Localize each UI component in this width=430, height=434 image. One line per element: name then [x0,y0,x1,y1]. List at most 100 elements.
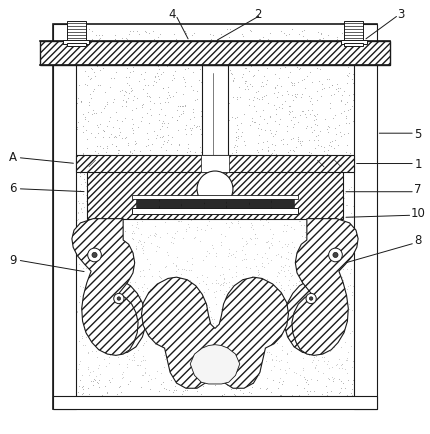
Point [310,388,317,395]
Point [352,359,359,366]
Polygon shape [87,279,146,354]
Point [192,322,199,329]
Point [250,202,257,209]
Point [281,287,288,294]
Point [87,76,94,82]
Bar [52,25,378,409]
Point [71,112,77,118]
Point [238,60,245,67]
Point [340,173,347,180]
Point [341,225,347,232]
Point [287,325,294,332]
Point [328,92,335,99]
Point [281,202,288,209]
Point [330,375,337,381]
Point [304,123,310,130]
Point [59,293,66,300]
Point [129,215,136,222]
Point [234,136,241,143]
Point [221,325,227,332]
Point [128,85,135,92]
Point [224,399,230,406]
Point [221,156,228,163]
Point [80,265,87,272]
Point [113,109,120,116]
Point [225,158,232,165]
Point [336,365,343,372]
Point [238,299,245,306]
Point [240,71,246,78]
Text: 9: 9 [9,253,17,266]
Point [83,253,90,260]
Point [83,198,90,205]
Point [144,142,151,149]
Point [321,247,328,254]
Point [126,148,133,155]
Point [94,354,101,361]
Point [336,398,343,404]
Point [145,298,152,305]
Point [291,62,298,69]
Point [61,73,68,80]
Point [367,49,374,56]
Point [237,329,243,336]
Point [207,215,214,222]
Point [292,115,298,122]
Point [329,115,336,122]
Point [95,286,101,293]
Point [334,401,341,408]
Point [264,148,271,155]
Point [86,99,93,106]
Point [225,284,232,291]
Point [188,302,195,309]
Point [361,398,368,404]
Point [303,294,310,301]
Point [178,391,185,398]
Point [181,266,187,273]
Point [353,176,359,183]
Point [338,398,344,405]
Point [187,116,194,123]
Point [289,195,296,202]
Point [309,359,316,366]
Point [304,391,311,398]
Point [264,77,271,84]
Point [261,319,268,326]
Point [293,279,300,286]
Point [198,309,205,316]
Point [120,312,126,319]
Point [149,141,156,148]
Point [246,293,253,299]
Point [270,286,277,293]
Point [184,141,191,148]
Point [199,307,206,314]
Point [238,355,245,362]
Point [145,331,152,338]
Point [118,87,125,94]
Point [119,135,126,142]
Point [95,150,102,157]
Point [133,334,140,341]
Point [297,218,304,225]
Point [327,310,334,317]
Point [304,318,311,325]
Point [226,379,233,386]
Point [144,329,151,335]
Point [294,138,301,145]
Point [221,399,228,406]
Point [108,221,115,228]
Point [247,277,254,284]
Point [138,327,145,334]
Point [79,151,86,158]
Point [345,92,352,99]
Point [267,216,274,223]
Point [72,287,79,294]
Point [119,118,126,125]
Point [190,357,197,364]
Point [332,173,339,180]
Point [104,265,111,272]
Point [109,334,116,341]
Point [359,391,366,398]
Point [276,393,283,400]
Point [232,391,239,398]
